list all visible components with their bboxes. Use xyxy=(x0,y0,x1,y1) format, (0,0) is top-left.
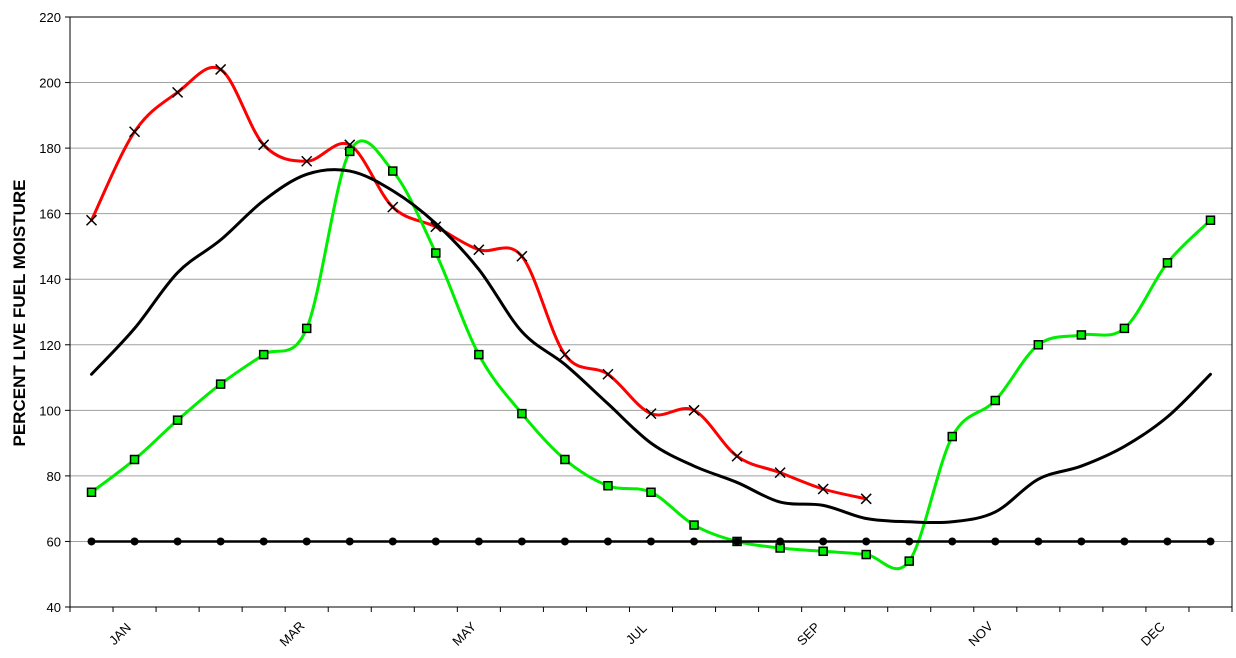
y-tick-label: 160 xyxy=(39,207,61,222)
circle-marker xyxy=(1120,537,1129,546)
circle-marker xyxy=(819,537,828,546)
square-marker xyxy=(86,487,97,498)
circle-marker xyxy=(216,537,225,546)
square-marker xyxy=(1033,340,1044,350)
circle-marker xyxy=(862,537,871,546)
x-marker xyxy=(774,467,786,479)
y-axis-title: PERCENT LIVE FUEL MOISTURE xyxy=(10,180,29,447)
square-marker xyxy=(474,349,484,360)
square-marker xyxy=(1076,330,1087,340)
circle-marker xyxy=(1206,537,1215,546)
x-tick-label: NOV xyxy=(965,618,996,649)
black-smooth-series-line xyxy=(90,168,1212,525)
green-square-series-line xyxy=(90,139,1212,571)
x-marker xyxy=(172,86,184,98)
series-markers xyxy=(85,63,1216,566)
square-marker xyxy=(904,556,914,566)
x-marker xyxy=(129,126,141,138)
x-marker xyxy=(301,155,313,167)
plot-frame xyxy=(69,16,1233,608)
square-marker xyxy=(344,146,355,157)
circle-marker xyxy=(690,537,699,546)
square-marker xyxy=(129,454,140,465)
square-marker xyxy=(861,549,871,560)
x-marker xyxy=(516,250,528,262)
square-marker xyxy=(560,454,570,465)
y-tick-label: 180 xyxy=(39,141,61,156)
square-marker xyxy=(990,395,1001,406)
square-marker xyxy=(1119,323,1130,334)
x-marker xyxy=(85,214,98,226)
circle-marker xyxy=(948,537,957,546)
circle-marker xyxy=(87,537,96,546)
square-marker xyxy=(301,323,312,334)
square-marker xyxy=(1205,215,1216,225)
y-tick-label: 200 xyxy=(39,76,61,91)
circle-marker xyxy=(474,537,483,546)
circle-marker xyxy=(733,537,742,546)
square-marker xyxy=(215,379,226,389)
y-tick-label: 80 xyxy=(47,469,61,484)
red-x-series-line xyxy=(90,65,868,501)
y-tick-label: 220 xyxy=(39,10,61,25)
y-tick-label: 140 xyxy=(39,272,61,287)
circle-marker xyxy=(647,537,655,546)
square-marker xyxy=(947,431,958,442)
circle-marker xyxy=(517,537,526,546)
circle-marker xyxy=(905,537,914,546)
circle-marker xyxy=(1077,537,1086,546)
tick-labels: 40 60 80 100 120 140 160 180 200 220 JAN MAR MAY JUL S… xyxy=(39,10,1167,649)
square-marker xyxy=(603,480,613,491)
circle-marker xyxy=(991,537,1000,546)
circle-marker xyxy=(173,537,182,546)
x-tick-label: MAR xyxy=(276,618,307,649)
circle-marker xyxy=(560,537,569,546)
x-marker xyxy=(473,244,485,256)
x-marker xyxy=(860,493,872,505)
y-tick-label: 40 xyxy=(47,600,61,615)
x-marker xyxy=(645,408,657,420)
x-marker xyxy=(258,139,270,151)
y-tick-label: 100 xyxy=(39,403,61,418)
square-marker xyxy=(689,520,699,530)
circle-marker xyxy=(302,537,311,546)
x-marker xyxy=(688,404,700,416)
x-tick-label: DEC xyxy=(1138,619,1168,649)
x-marker xyxy=(430,221,442,233)
axes xyxy=(65,16,1233,612)
square-marker xyxy=(646,487,656,498)
square-marker xyxy=(388,166,398,176)
x-marker xyxy=(817,483,829,495)
x-marker xyxy=(559,349,571,361)
circle-marker xyxy=(1034,537,1043,546)
circle-marker xyxy=(1163,537,1172,546)
circle-marker xyxy=(388,537,397,546)
square-marker xyxy=(1162,258,1173,268)
circle-marker xyxy=(431,537,440,546)
square-marker xyxy=(258,349,269,360)
square-marker xyxy=(172,415,183,425)
x-tick-label: JUL xyxy=(623,620,650,647)
square-marker xyxy=(517,408,527,419)
x-tick-label: MAY xyxy=(449,619,479,649)
circle-marker xyxy=(603,537,612,546)
circle-marker xyxy=(345,537,354,546)
circle-marker xyxy=(259,537,268,546)
x-marker xyxy=(215,63,227,75)
circle-marker xyxy=(130,537,139,546)
y-tick-label: 120 xyxy=(39,338,61,353)
gridlines xyxy=(70,82,1232,542)
square-marker xyxy=(431,248,441,258)
x-marker xyxy=(602,368,614,380)
x-tick-label: JAN xyxy=(106,620,134,648)
y-tick-label: 60 xyxy=(47,534,61,549)
x-marker xyxy=(387,201,399,213)
x-tick-label: SEP xyxy=(794,619,823,648)
square-marker xyxy=(818,546,828,557)
x-marker xyxy=(731,450,743,462)
circle-marker xyxy=(776,537,785,546)
